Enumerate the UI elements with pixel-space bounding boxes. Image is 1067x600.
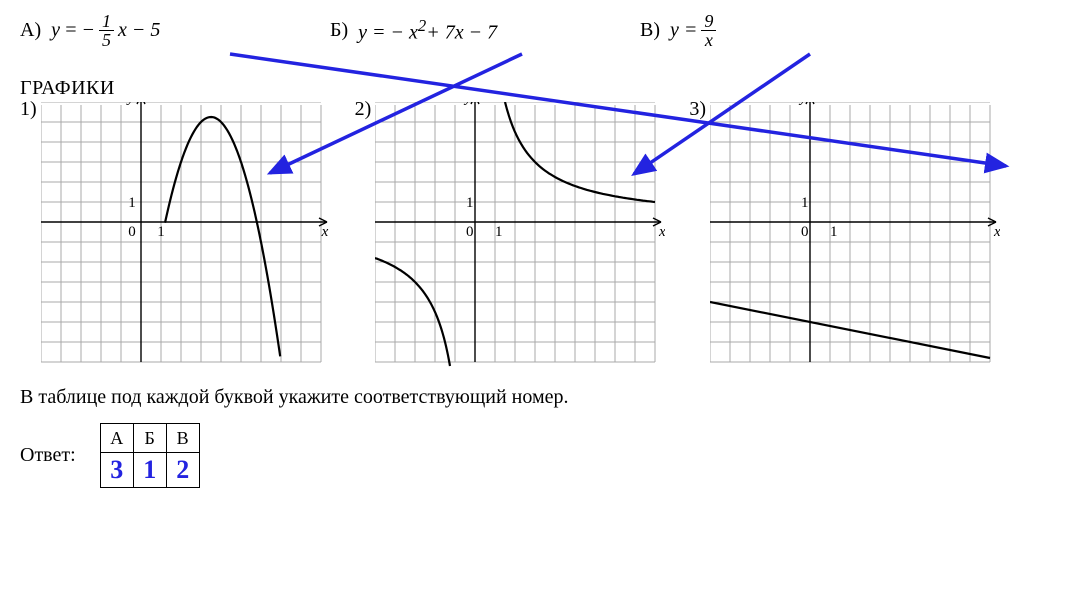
answer-header-c: В [166, 424, 199, 453]
answer-header-b: Б [133, 424, 166, 453]
svg-text:1: 1 [157, 224, 165, 240]
formula-a-tail: x − 5 [118, 19, 160, 42]
svg-text:1: 1 [830, 224, 838, 240]
formula-a-label: А) [20, 19, 41, 42]
svg-text:x: x [993, 224, 1000, 240]
formula-a: А) y = − 1 5 x − 5 [20, 12, 330, 49]
svg-text:1: 1 [801, 195, 809, 211]
svg-text:1: 1 [466, 195, 474, 211]
graph-3: 3) y x 1 0 1 [689, 102, 1000, 372]
formula-b: Б) y = − x2+ 7x − 7 [330, 12, 640, 49]
graph-1: 1) y x 1 0 1 [20, 102, 331, 372]
graph-3-number: 3) [689, 98, 706, 121]
formula-a-neg: − [82, 19, 96, 42]
svg-text:1: 1 [495, 224, 503, 240]
graph-2-number: 2) [355, 98, 372, 121]
svg-text:y: y [125, 102, 134, 106]
answer-value-a: 3 [100, 453, 133, 488]
formula-a-var: y [51, 19, 60, 42]
svg-text:0: 0 [128, 224, 136, 240]
svg-text:1: 1 [128, 195, 136, 211]
svg-text:0: 0 [466, 224, 474, 240]
answer-label: Ответ: [20, 444, 76, 467]
svg-text:y: y [798, 102, 807, 106]
formula-c-var: y = [670, 19, 697, 42]
formula-a-eq: = [64, 19, 78, 42]
formula-b-label: Б) [330, 19, 348, 42]
formula-c-frac: 9 x [701, 12, 716, 49]
formula-c-label: В) [640, 19, 660, 42]
svg-text:y: y [463, 102, 472, 106]
answer-value-b: 1 [133, 453, 166, 488]
svg-text:0: 0 [801, 224, 809, 240]
chart-2: y x 1 0 1 [375, 102, 665, 372]
answer-table: А Б В 3 1 2 [100, 423, 200, 488]
svg-text:x: x [658, 224, 665, 240]
chart-3: y x 1 0 1 [710, 102, 1000, 372]
answer-header-a: А [100, 424, 133, 453]
answer-value-c: 2 [166, 453, 199, 488]
formula-c: В) y = 9 x [640, 12, 716, 49]
chart-1: y x 1 0 1 [41, 102, 331, 372]
svg-text:x: x [320, 224, 328, 240]
graphs-row: 1) y x 1 0 1 2) y x 1 0 1 3) [20, 102, 1047, 372]
formula-a-frac: 1 5 [99, 12, 114, 49]
graph-1-number: 1) [20, 98, 37, 121]
graph-2: 2) y x 1 0 1 [355, 102, 666, 372]
section-title: ГРАФИКИ [20, 77, 1047, 100]
caption: В таблице под каждой буквой укажите соот… [20, 386, 1047, 409]
